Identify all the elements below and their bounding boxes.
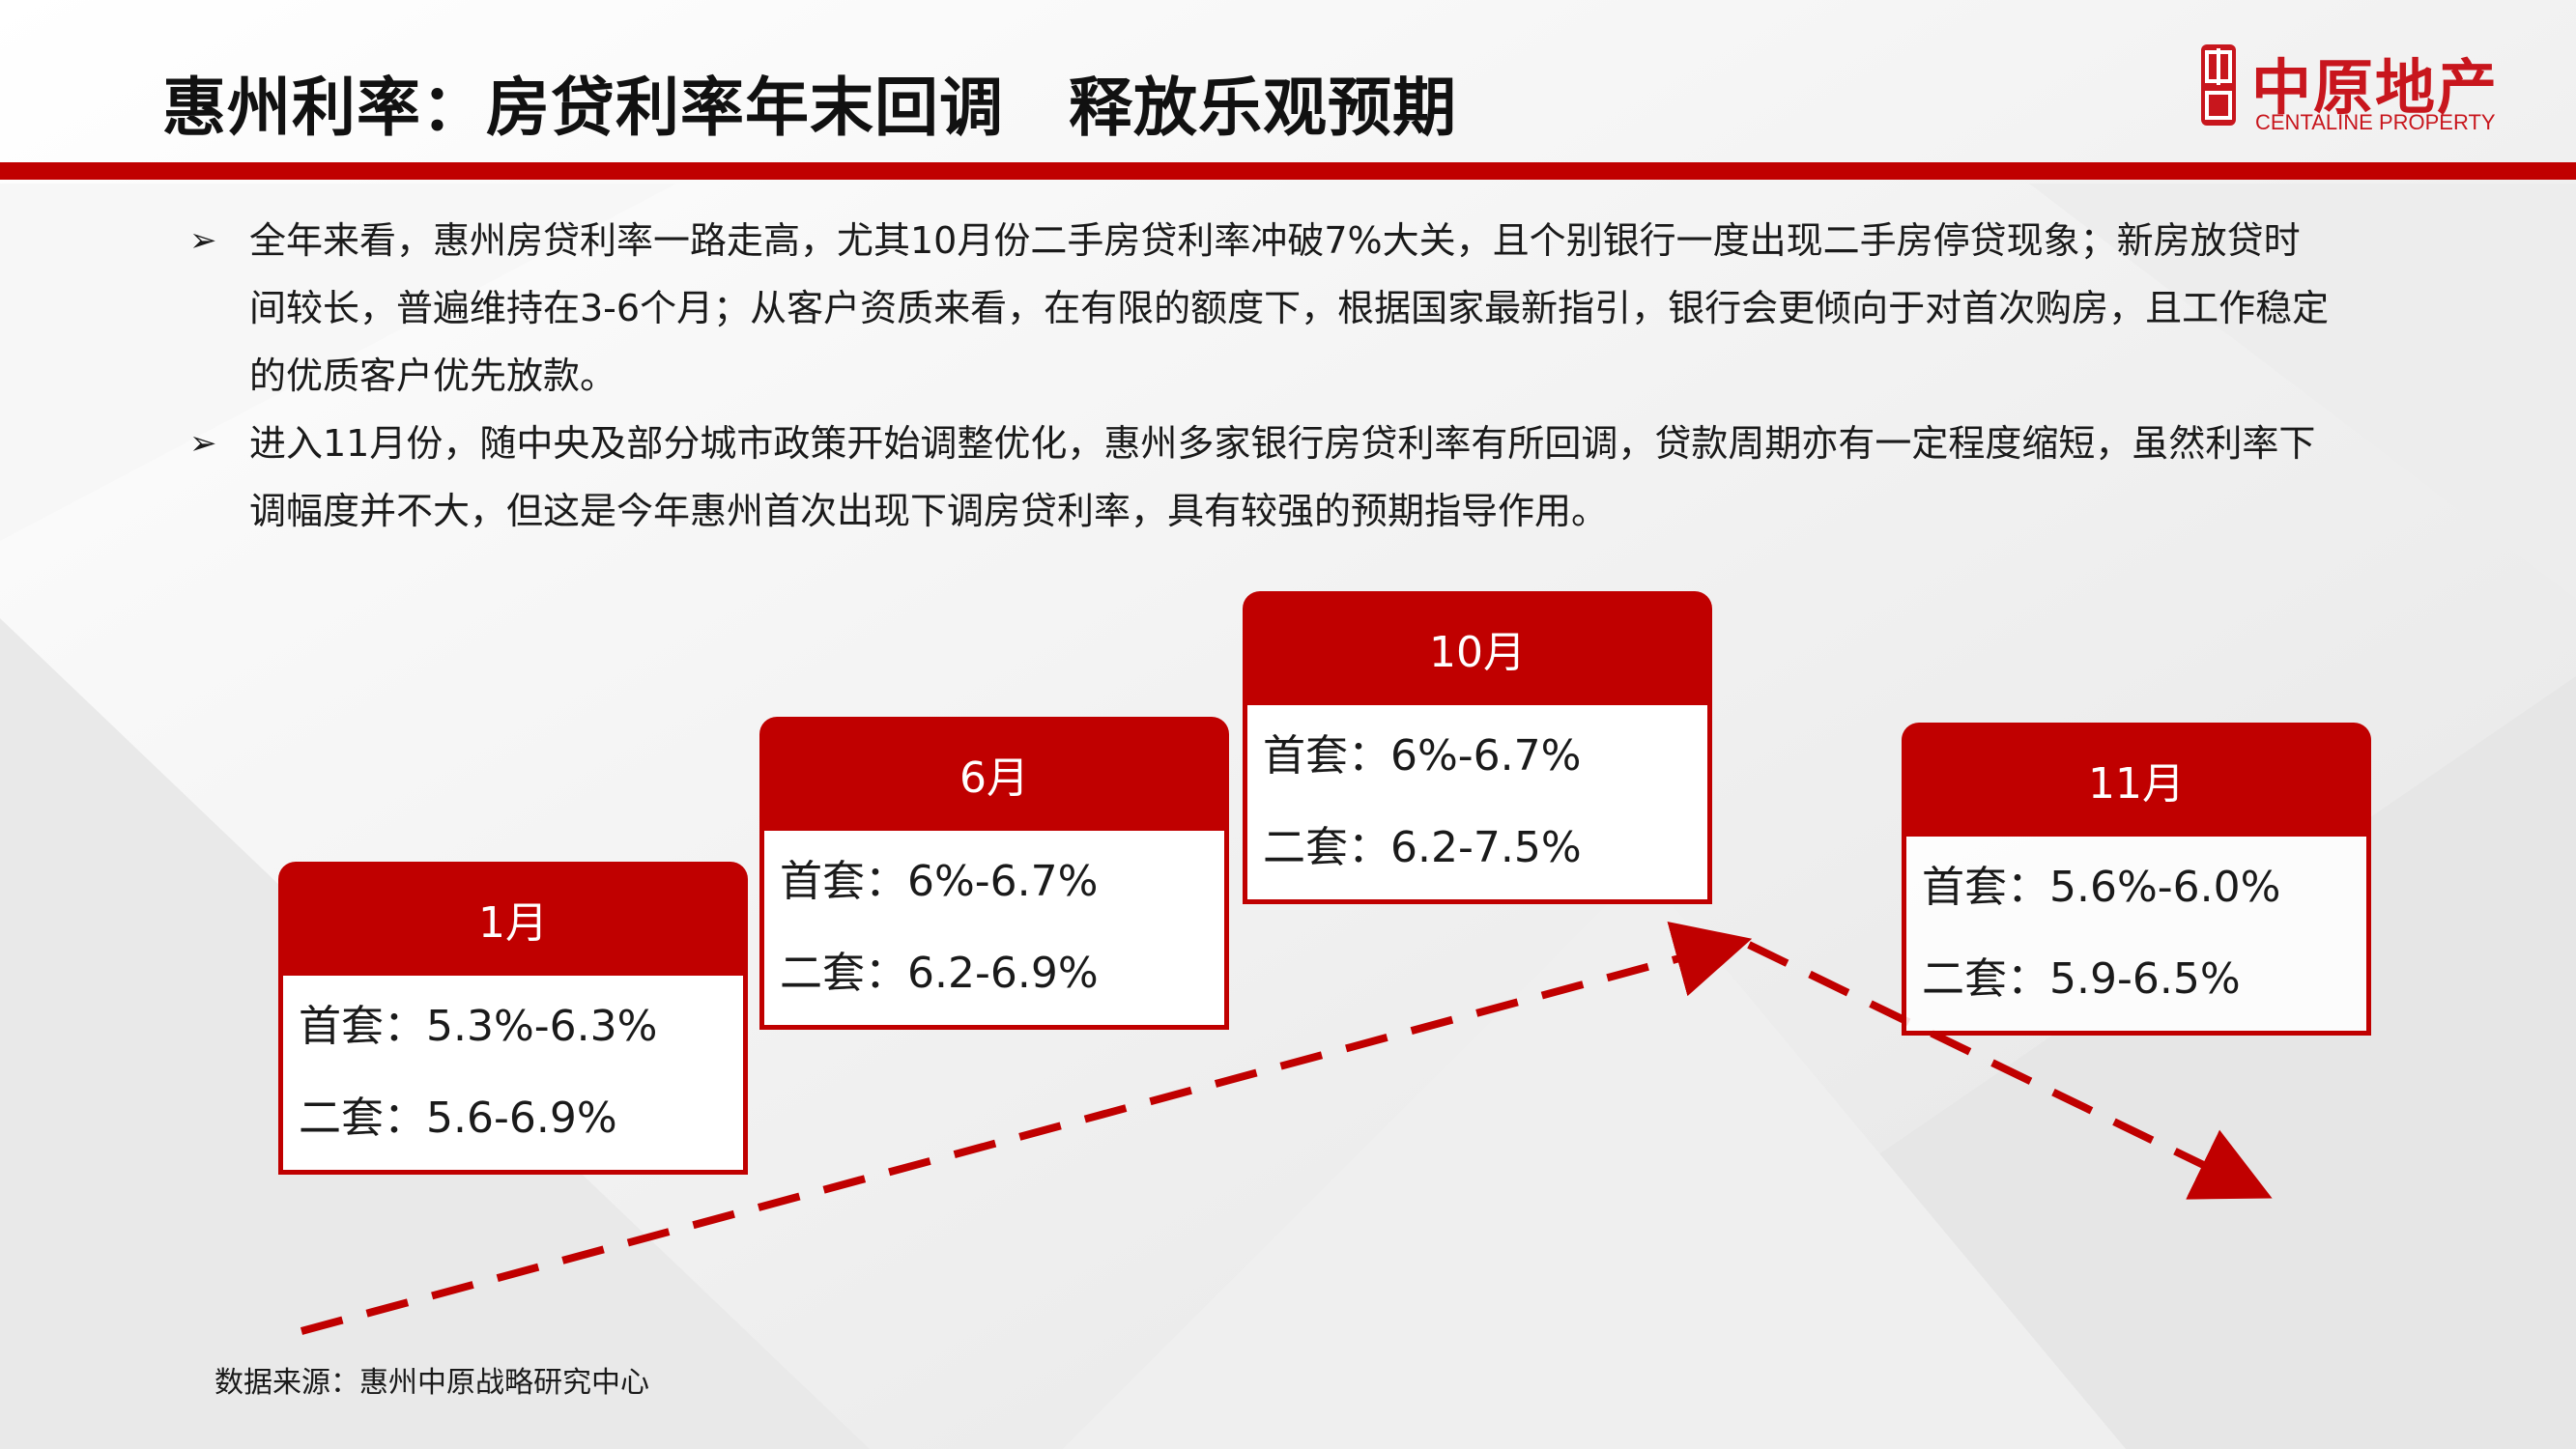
seal-icon [2201,44,2236,126]
card-body: 首套：5.3%-6.3% 二套：5.6-6.9% [278,976,748,1175]
first-home-rate: 首套：6%-6.7% [1263,731,1582,781]
arrow-bullet-icon: ➢ [189,424,217,463]
arrow-bullet-icon: ➢ [189,221,217,260]
card-month: 11月 [1902,723,2371,837]
header-divider [0,162,2576,180]
bullet-item: ➢ 进入11月份，随中央及部分城市政策开始调整优化，惠州多家银行房贷利率有所回调… [189,410,2334,545]
bullet-text: 全年来看，惠州房贷利率一路走高，尤其10月份二手房贷利率冲破7%大关，且个别银行… [249,219,2330,397]
second-home-rate: 二套：5.9-6.5% [1922,954,2241,1004]
bullet-text: 进入11月份，随中央及部分城市政策开始调整优化，惠州多家银行房贷利率有所回调，贷… [249,422,2316,532]
bullet-list: ➢ 全年来看，惠州房贷利率一路走高，尤其10月份二手房贷利率冲破7%大关，且个别… [189,207,2334,545]
card-month: 10月 [1243,591,1712,705]
card-body: 首套：6%-6.7% 二套：6.2-6.9% [759,831,1229,1030]
card-body: 首套：5.6%-6.0% 二套：5.9-6.5% [1902,837,2371,1036]
company-logo: 中原地产 CENTALINE PROPERTY [2199,43,2528,139]
card-body: 首套：6%-6.7% 二套：6.2-7.5% [1243,705,1712,904]
rate-card-november: 11月 首套：5.6%-6.0% 二套：5.9-6.5% [1902,723,2371,1036]
rate-card-october: 10月 首套：6%-6.7% 二套：6.2-7.5% [1243,591,1712,904]
first-home-rate: 首套：5.3%-6.3% [299,1002,658,1051]
downtrend-arrow [1747,941,2273,1200]
first-home-rate: 首套：5.6%-6.0% [1922,863,2281,912]
logo-chinese-name: 中原地产 [2251,52,2500,123]
second-home-rate: 二套：6.2-7.5% [1263,823,1582,872]
page-title: 惠州利率：房贷利率年末回调 释放乐观预期 [162,71,1457,145]
card-month: 6月 [759,717,1229,831]
bullet-item: ➢ 全年来看，惠州房贷利率一路走高，尤其10月份二手房贷利率冲破7%大关，且个别… [189,207,2334,410]
first-home-rate: 首套：6%-6.7% [780,857,1099,906]
rate-card-january: 1月 首套：5.3%-6.3% 二套：5.6-6.9% [278,862,748,1175]
data-source-note: 数据来源：惠州中原战略研究中心 [215,1366,649,1400]
card-month: 1月 [278,862,748,976]
rate-card-june: 6月 首套：6%-6.7% 二套：6.2-6.9% [759,717,1229,1030]
second-home-rate: 二套：6.2-6.9% [780,949,1099,998]
logo-english-name: CENTALINE PROPERTY [2255,110,2496,134]
second-home-rate: 二套：5.6-6.9% [299,1094,617,1143]
uptrend-arrow [300,922,1753,1335]
